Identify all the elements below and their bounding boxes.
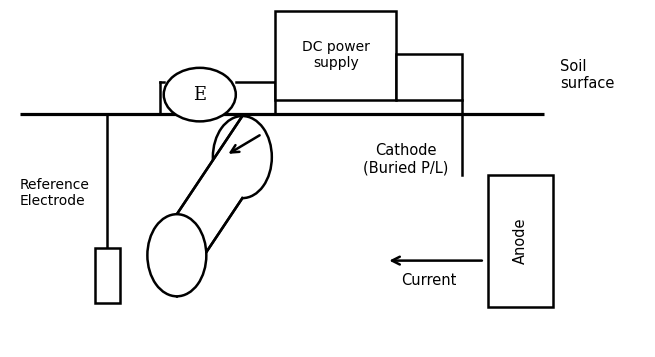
Ellipse shape — [147, 214, 206, 296]
Bar — [275, 11, 396, 100]
Ellipse shape — [213, 116, 272, 198]
Ellipse shape — [164, 68, 236, 121]
Bar — [95, 248, 120, 303]
Text: E: E — [193, 86, 206, 104]
Polygon shape — [177, 116, 242, 296]
Text: Soil
surface: Soil surface — [560, 59, 614, 91]
Text: Cathode
(Buried P/L): Cathode (Buried P/L) — [364, 143, 449, 175]
Bar — [396, 54, 462, 100]
Text: DC power
supply: DC power supply — [302, 40, 370, 70]
Text: Reference
Electrode: Reference Electrode — [20, 178, 90, 208]
Text: Current: Current — [402, 273, 457, 288]
Bar — [488, 175, 553, 307]
Text: Anode: Anode — [514, 218, 528, 264]
